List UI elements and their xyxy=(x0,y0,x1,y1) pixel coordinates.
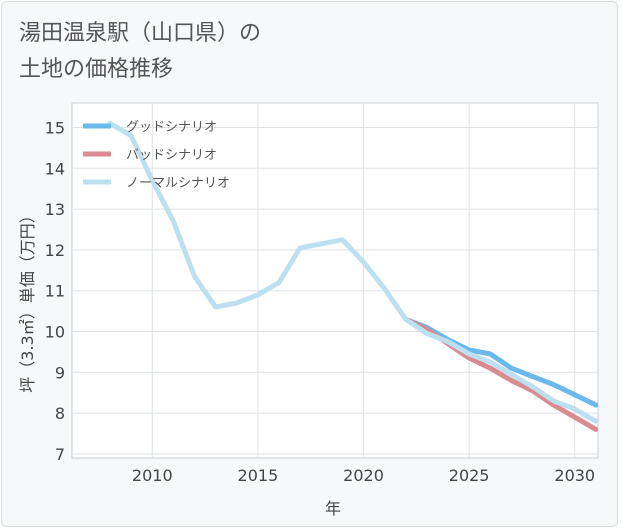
legend-label: ノーマルシナリオ xyxy=(126,176,230,191)
chart-title-line-2: 土地の価格推移 xyxy=(19,57,174,82)
y-tick-label: 10 xyxy=(45,323,65,342)
series-line-3 xyxy=(107,120,598,424)
plot-area xyxy=(71,102,599,459)
chart-title: 湯田温泉駅（山口県）の 土地の価格推移 xyxy=(19,16,261,88)
y-tick-label: 8 xyxy=(55,404,65,423)
legend-label: グッドシナリオ xyxy=(126,120,217,135)
y-tick-label: 9 xyxy=(55,363,65,382)
y-axis-label: 坪（3.3㎡）単価（万円） xyxy=(18,207,37,392)
series-line-1 xyxy=(403,316,598,408)
x-tick-label: 2020 xyxy=(343,466,384,485)
x-tick-label: 2030 xyxy=(554,466,595,485)
y-tick-label: 14 xyxy=(45,159,65,178)
y-tick-label: 12 xyxy=(45,241,65,260)
x-tick-labels: 2010 2015 2020 2025 2030 xyxy=(132,466,595,485)
legend-label: バッドシナリオ xyxy=(126,148,217,163)
y-tick-label: 15 xyxy=(45,118,65,137)
x-tick-label: 2025 xyxy=(449,466,490,485)
chart-title-line-1: 湯田温泉駅（山口県）の xyxy=(19,21,262,46)
y-tick-labels: 7 8 9 10 11 12 13 14 15 xyxy=(45,118,65,463)
x-tick-label: 2015 xyxy=(238,466,279,485)
x-axis-label: 年 xyxy=(325,499,341,518)
y-tick-label: 7 xyxy=(55,445,65,464)
y-tick-label: 11 xyxy=(45,282,65,301)
y-tick-label: 13 xyxy=(45,200,65,219)
x-tick-label: 2010 xyxy=(132,466,173,485)
series-lines xyxy=(107,120,598,432)
